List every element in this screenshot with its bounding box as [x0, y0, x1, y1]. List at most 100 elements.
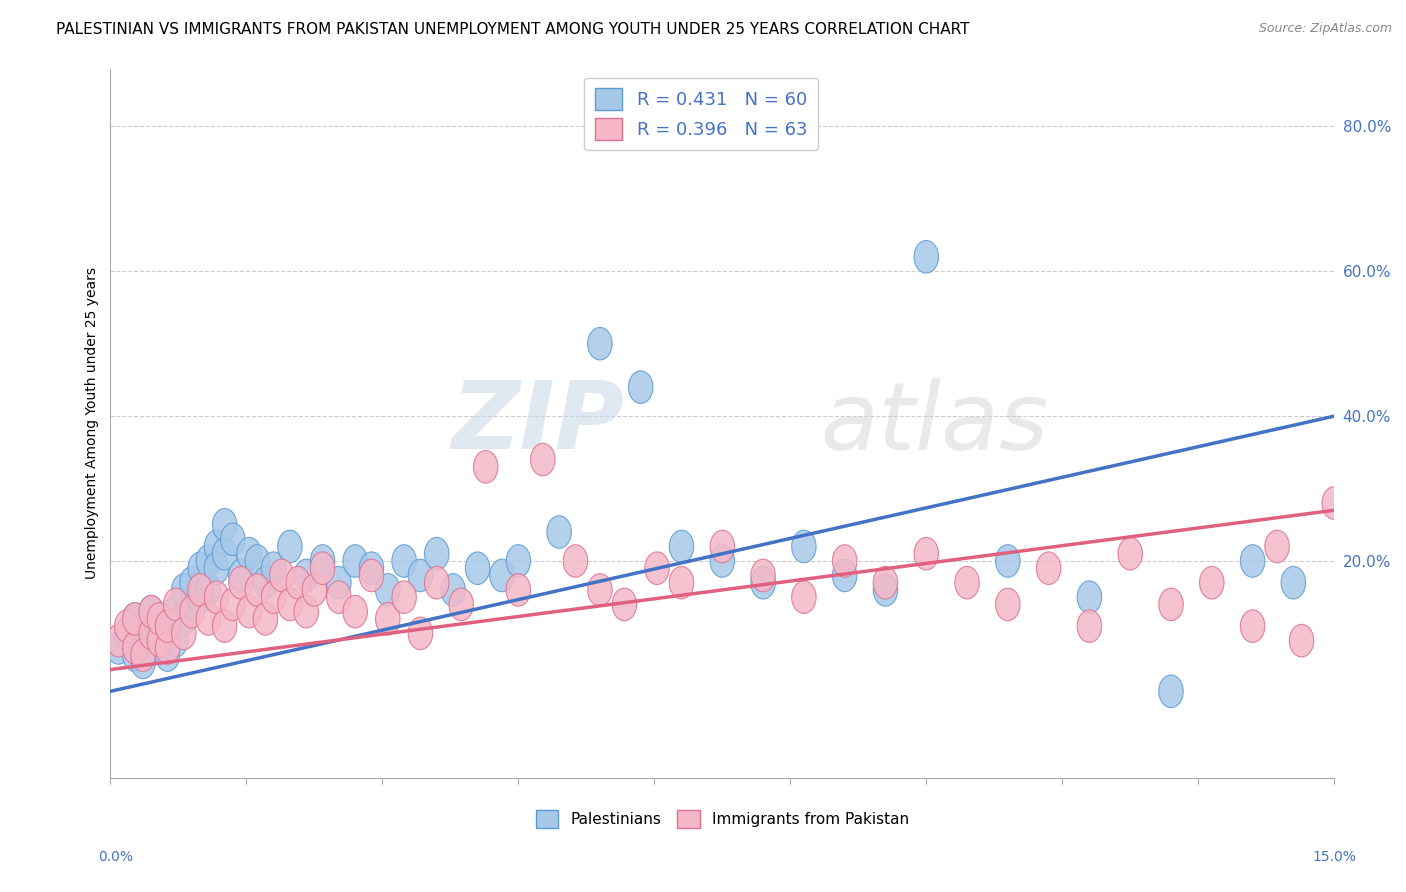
Ellipse shape	[710, 545, 734, 577]
Ellipse shape	[107, 624, 131, 657]
Ellipse shape	[506, 574, 530, 607]
Ellipse shape	[148, 610, 172, 642]
Ellipse shape	[1289, 624, 1313, 657]
Ellipse shape	[148, 603, 172, 635]
Ellipse shape	[122, 603, 148, 635]
Ellipse shape	[1159, 675, 1184, 707]
Ellipse shape	[1281, 566, 1306, 599]
Ellipse shape	[873, 574, 897, 607]
Ellipse shape	[441, 574, 465, 607]
Ellipse shape	[172, 617, 195, 649]
Ellipse shape	[163, 595, 188, 628]
Ellipse shape	[995, 588, 1021, 621]
Ellipse shape	[155, 639, 180, 672]
Ellipse shape	[564, 545, 588, 577]
Ellipse shape	[710, 530, 734, 563]
Ellipse shape	[172, 574, 195, 607]
Ellipse shape	[449, 588, 474, 621]
Ellipse shape	[311, 552, 335, 584]
Ellipse shape	[172, 603, 195, 635]
Ellipse shape	[212, 538, 236, 570]
Ellipse shape	[1265, 530, 1289, 563]
Ellipse shape	[914, 538, 938, 570]
Ellipse shape	[204, 552, 229, 584]
Ellipse shape	[163, 624, 188, 657]
Ellipse shape	[212, 508, 236, 541]
Ellipse shape	[465, 552, 489, 584]
Ellipse shape	[326, 581, 352, 614]
Ellipse shape	[204, 581, 229, 614]
Ellipse shape	[270, 559, 294, 591]
Ellipse shape	[188, 574, 212, 607]
Ellipse shape	[955, 566, 979, 599]
Ellipse shape	[245, 545, 270, 577]
Ellipse shape	[212, 610, 236, 642]
Ellipse shape	[547, 516, 571, 549]
Ellipse shape	[294, 595, 318, 628]
Ellipse shape	[139, 624, 163, 657]
Ellipse shape	[114, 617, 139, 649]
Ellipse shape	[474, 450, 498, 483]
Ellipse shape	[114, 610, 139, 642]
Ellipse shape	[188, 581, 212, 614]
Ellipse shape	[425, 538, 449, 570]
Ellipse shape	[277, 530, 302, 563]
Text: PALESTINIAN VS IMMIGRANTS FROM PAKISTAN UNEMPLOYMENT AMONG YOUTH UNDER 25 YEARS : PALESTINIAN VS IMMIGRANTS FROM PAKISTAN …	[56, 22, 970, 37]
Ellipse shape	[375, 574, 401, 607]
Text: 0.0%: 0.0%	[98, 850, 134, 863]
Ellipse shape	[139, 617, 163, 649]
Ellipse shape	[530, 443, 555, 475]
Ellipse shape	[195, 545, 221, 577]
Ellipse shape	[360, 559, 384, 591]
Ellipse shape	[311, 545, 335, 577]
Ellipse shape	[628, 371, 652, 403]
Ellipse shape	[392, 545, 416, 577]
Ellipse shape	[253, 603, 277, 635]
Ellipse shape	[1159, 588, 1184, 621]
Ellipse shape	[139, 595, 163, 628]
Ellipse shape	[131, 646, 155, 679]
Ellipse shape	[245, 574, 270, 607]
Text: 15.0%: 15.0%	[1313, 850, 1357, 863]
Ellipse shape	[229, 559, 253, 591]
Ellipse shape	[195, 574, 221, 607]
Ellipse shape	[1240, 610, 1265, 642]
Ellipse shape	[236, 538, 262, 570]
Ellipse shape	[343, 595, 367, 628]
Ellipse shape	[122, 603, 148, 635]
Ellipse shape	[375, 603, 401, 635]
Ellipse shape	[612, 588, 637, 621]
Ellipse shape	[195, 603, 221, 635]
Ellipse shape	[1036, 552, 1062, 584]
Ellipse shape	[139, 595, 163, 628]
Ellipse shape	[294, 559, 318, 591]
Ellipse shape	[425, 566, 449, 599]
Ellipse shape	[285, 566, 311, 599]
Ellipse shape	[277, 588, 302, 621]
Ellipse shape	[360, 552, 384, 584]
Ellipse shape	[343, 545, 367, 577]
Ellipse shape	[832, 545, 856, 577]
Ellipse shape	[1118, 538, 1143, 570]
Ellipse shape	[107, 632, 131, 665]
Ellipse shape	[669, 530, 693, 563]
Ellipse shape	[122, 632, 148, 665]
Legend: Palestinians, Immigrants from Pakistan: Palestinians, Immigrants from Pakistan	[530, 804, 915, 834]
Ellipse shape	[155, 610, 180, 642]
Text: atlas: atlas	[820, 378, 1049, 469]
Ellipse shape	[645, 552, 669, 584]
Ellipse shape	[1199, 566, 1225, 599]
Ellipse shape	[1077, 581, 1102, 614]
Y-axis label: Unemployment Among Youth under 25 years: Unemployment Among Youth under 25 years	[86, 268, 100, 580]
Ellipse shape	[163, 588, 188, 621]
Ellipse shape	[326, 566, 352, 599]
Ellipse shape	[751, 566, 775, 599]
Ellipse shape	[995, 545, 1021, 577]
Ellipse shape	[155, 617, 180, 649]
Ellipse shape	[588, 327, 612, 360]
Ellipse shape	[155, 632, 180, 665]
Ellipse shape	[204, 530, 229, 563]
Ellipse shape	[180, 595, 204, 628]
Ellipse shape	[873, 566, 897, 599]
Text: ZIP: ZIP	[451, 377, 624, 469]
